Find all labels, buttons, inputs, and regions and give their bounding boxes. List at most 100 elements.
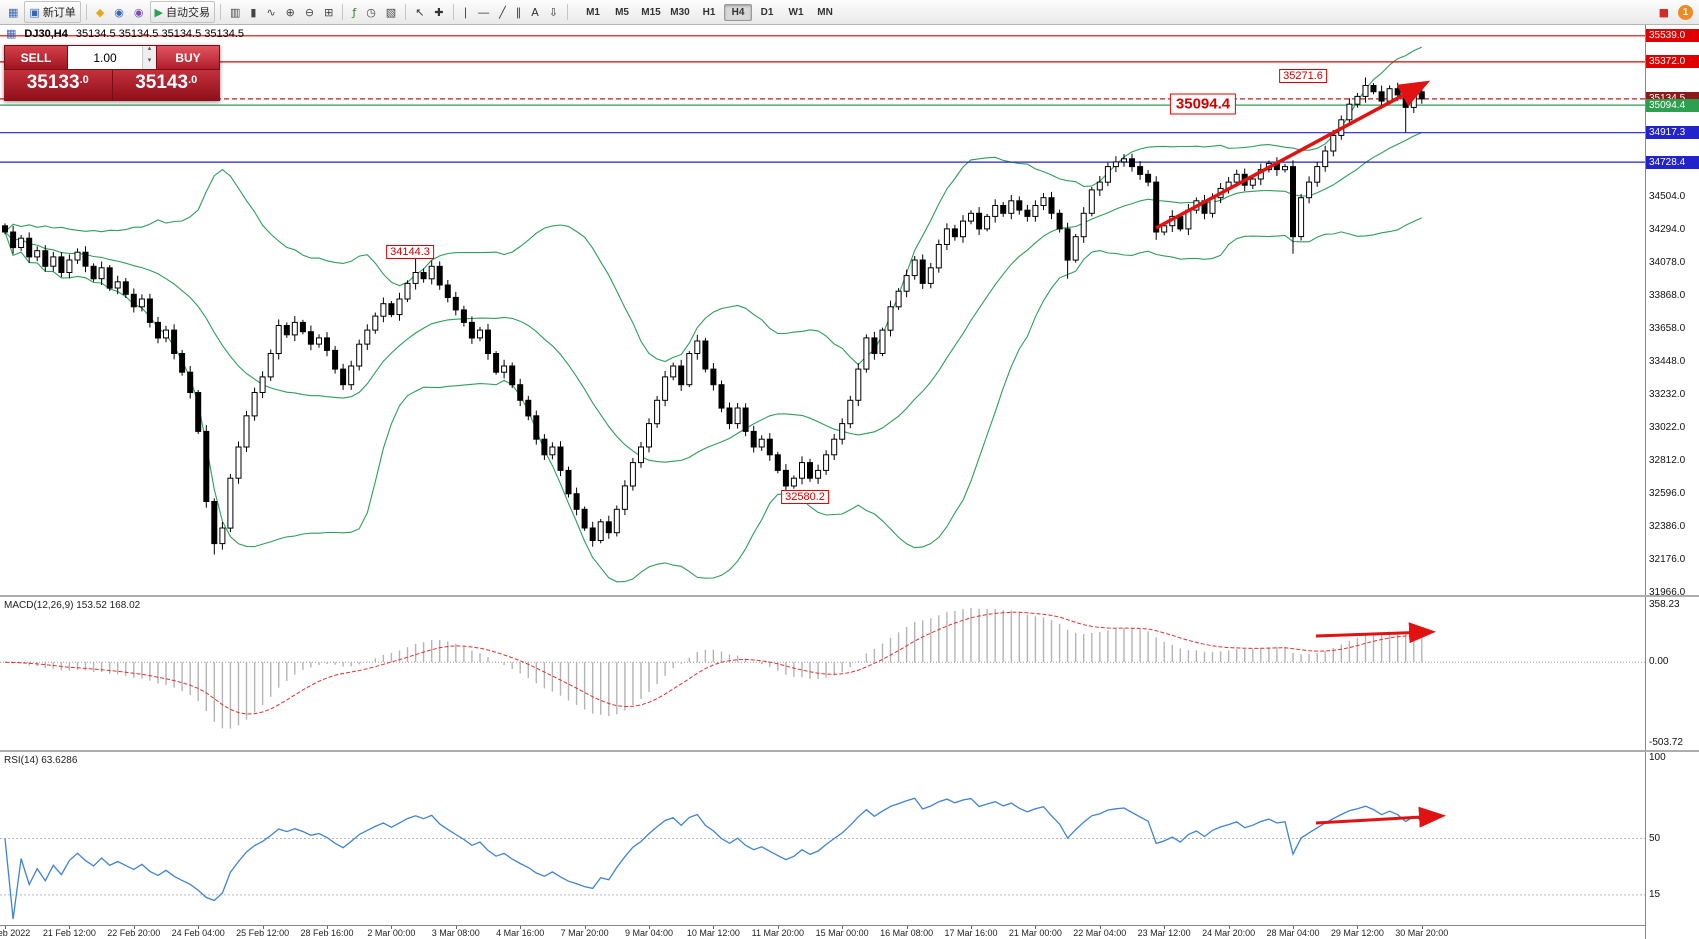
time-axis-label: 3 Mar 08:00 [431,928,480,938]
time-axis-tick [842,926,844,929]
rsi-panel-divider[interactable] [0,750,1699,752]
toolbar: ▦ ▣ 新订单 ◆ ◉ ◉ ▶ 自动交易 ▥ ▮ ∿ ⊕ ⊖ ⊞ ƒ ◷ ▧ ↖ ✚ ∣ ― ╱ ∥ A ⇩ M1 M5 M15 M3… [0,0,1699,25]
macd-indicator-label: MACD(12,26,9) 153.52 168.02 [4,600,141,611]
price-axis-label: 34078.0 [1649,257,1686,269]
toolbar-periods-menu-button[interactable]: ◷ [362,2,380,22]
price-alert-icon: ■ [1658,5,1669,19]
tile-windows-icon: ⊞ [324,5,334,19]
time-axis-tick [584,926,586,929]
chart-symbol-period: DJ30,H4 [24,27,68,40]
volume-input[interactable] [68,46,142,69]
toolbar-arrows-tool-button[interactable]: ⇩ [545,2,562,22]
buy-price[interactable]: 35143 .0 [111,70,221,101]
arrows-tool-icon: ⇩ [548,5,559,19]
time-axis-label: 28 Feb 16:00 [300,928,354,938]
toolbar-templates-button[interactable]: ▧ [382,2,400,22]
notification-badge[interactable]: 1 [1678,4,1693,20]
timeframe-m30-button[interactable]: M30 [670,6,690,18]
price-axis-label: 33868.0 [1649,290,1686,302]
time-axis-label: 25 Feb 12:00 [236,928,290,938]
toolbar-trendline-button[interactable]: ╱ [495,2,510,22]
toolbar-zoom-in-button[interactable]: ⊕ [282,2,299,22]
rsi-axis-label: 15 [1649,888,1661,900]
macd-axis-label: 358.23 [1649,598,1680,610]
strategy-tester-icon: ◉ [133,5,144,19]
time-axis-tick [69,926,71,929]
toolbar-price-alert-button[interactable]: ■ [1655,2,1673,22]
time-axis-tick [520,926,522,929]
templates-icon: ▧ [385,5,397,19]
toolbar-candlestick-mode-button[interactable]: ▮ [246,2,260,22]
toolbar-crosshair-button[interactable]: ✚ [430,2,447,22]
timeframe-mn-button[interactable]: MN [817,6,833,18]
timeframe-m1-button[interactable]: M1 [586,6,600,18]
periods-menu-icon: ◷ [366,5,376,19]
volume-up-button[interactable]: ▴ [143,45,156,58]
chart-window-icon: ▦ [6,27,17,40]
price-axis-label: 34294.0 [1649,223,1686,235]
timeframe-h1-button[interactable]: H1 [702,6,716,18]
time-axis-label: 21 Feb 12:00 [42,928,96,938]
indicators-icon: ƒ [352,5,357,19]
timeframe-d1-button[interactable]: D1 [760,6,774,18]
toolbar-zoom-out-button[interactable]: ⊖ [301,2,318,22]
buy-button[interactable]: BUY [156,45,220,70]
time-axis-tick [327,926,328,929]
time-axis-tick [133,926,135,929]
time-axis[interactable]: 18 Feb 2022 21 Feb 12:00 22 Feb 20:00 24 Fe… [0,925,1645,939]
buy-price-frac: .0 [188,74,198,86]
toolbar-horizontal-line-button[interactable]: ― [474,2,493,22]
price-annotation-label: 32580.2 [781,490,829,504]
toolbar-bar-chart-mode-button[interactable]: ▥ [226,2,244,22]
price-axis-label: 32176.0 [1649,553,1686,565]
price-axis[interactable]: 34504.0 34294.0 34078.0 33868.0 33658.0 33448… [1645,24,1699,939]
time-axis-tick [713,926,715,929]
time-axis-label: 4 Mar 16:00 [496,928,545,938]
timeframe-w1-button[interactable]: W1 [788,6,804,18]
time-axis-label: 22 Mar 04:00 [1073,928,1127,938]
zoom-in-icon: ⊕ [285,5,295,19]
toolbar-equidistant-channel-button[interactable]: ∥ [512,2,526,22]
toolbar-line-chart-mode-button[interactable]: ∿ [262,2,279,22]
timeframe-h4-button[interactable]: H4 [724,3,753,21]
toolbar-metaeditor-button[interactable]: ◆ [92,2,108,22]
toolbar-cursor-button[interactable]: ↖ [411,2,428,22]
timeframe-m15-button[interactable]: M15 [641,6,661,18]
price-axis-badge: 34728.4 [1646,155,1699,169]
new-order-icon: ▣ [29,5,40,19]
toolbar-vertical-line-button[interactable]: ∣ [459,2,473,22]
time-axis-label: 21 Mar 00:00 [1008,928,1062,938]
volume-down-button[interactable]: ▾ [143,57,156,69]
macd-panel-divider[interactable] [0,595,1699,597]
sell-price[interactable]: 35133 .0 [4,70,112,101]
toolbar-tile-windows-button[interactable]: ⊞ [320,2,337,22]
sell-button[interactable]: SELL [4,45,68,70]
time-axis-label: 15 Mar 00:00 [815,928,869,938]
macd-axis-label: 0.00 [1649,656,1669,668]
market-watch-icon: ◉ [114,5,124,19]
volume-field: ▴ ▾ [68,45,156,70]
toolbar-right: ■ 1 [1655,2,1695,22]
toolbar-text-tool-button[interactable]: A [527,2,543,22]
toolbar-autotrading-button[interactable]: ▶ 自动交易 [149,1,215,23]
price-axis-label: 33658.0 [1649,322,1686,334]
rsi-axis-label: 50 [1649,832,1661,844]
time-axis-label: 30 Mar 20:00 [1395,928,1449,938]
time-axis-tick [1228,926,1230,929]
toolbar-new-order-button[interactable]: ▣ 新订单 [24,1,81,23]
vertical-line-icon: ∣ [462,5,469,19]
bar-chart-mode-icon: ▥ [229,5,241,19]
toolbar-strategy-tester-button[interactable]: ◉ [130,2,148,22]
toolbar-market-watch-button[interactable]: ◉ [110,2,128,22]
toolbar-indicators-button[interactable]: ƒ [348,2,360,22]
autotrading-icon: ▶ [154,5,163,19]
time-axis-label: 23 Mar 12:00 [1137,928,1191,938]
time-axis-label: 11 Mar 20:00 [751,928,804,938]
toolbar-buttons: ▦ ▣ 新订单 ◆ ◉ ◉ ▶ 自动交易 ▥ ▮ ∿ ⊕ ⊖ ⊞ ƒ ◷ ▧ ↖ ✚ ∣ ― ╱ ∥ A ⇩ [4,1,571,23]
time-axis-tick [455,926,457,929]
toolbar-new-chart-button[interactable]: ▦ [4,2,22,22]
timeframe-m5-button[interactable]: M5 [615,6,629,18]
sell-price-main: 35133 [26,72,80,93]
one-click-trading-panel: SELL ▴ ▾ BUY 35133 .0 35143 .0 [4,45,220,101]
